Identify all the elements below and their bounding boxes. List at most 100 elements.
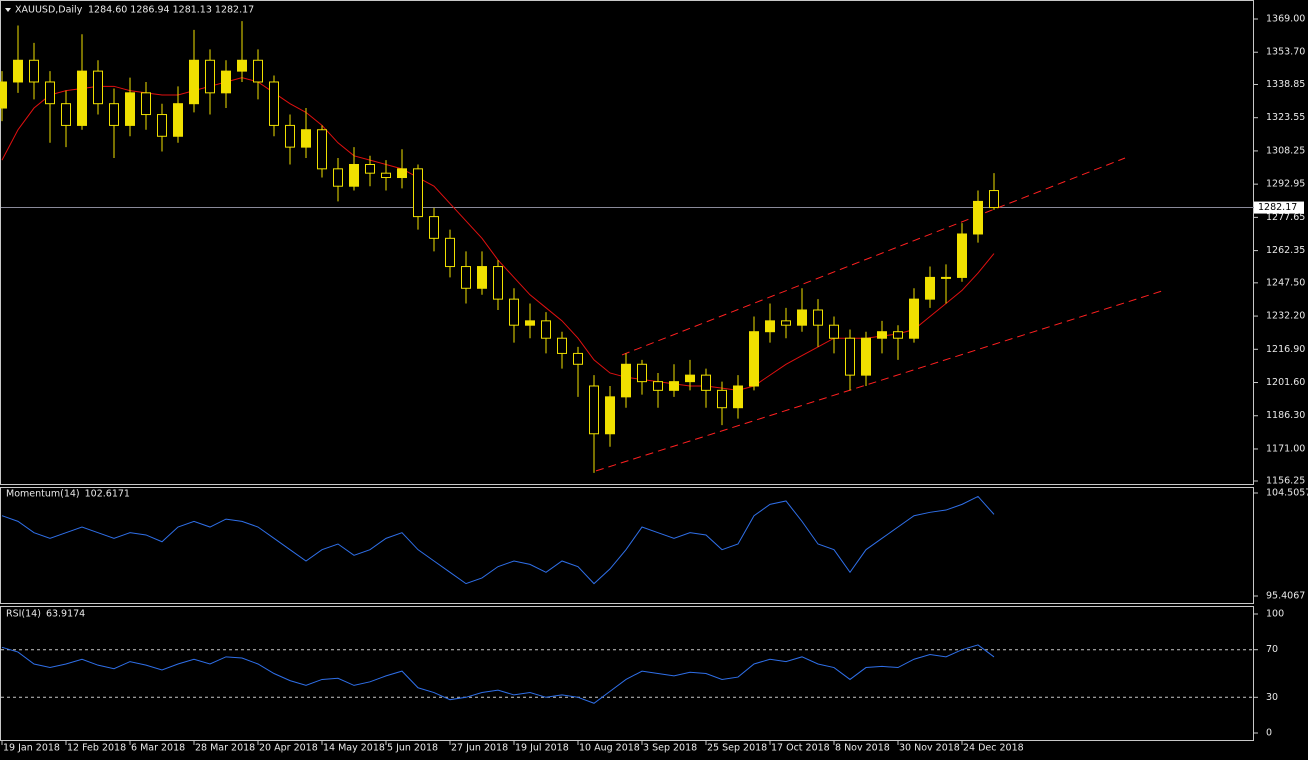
candle-body [813, 309, 823, 326]
candle-body [973, 200, 983, 235]
candle-body [877, 331, 887, 339]
candle-body [413, 168, 423, 218]
candle-body [733, 385, 743, 409]
candle-body [349, 163, 359, 187]
candle-body [109, 103, 119, 126]
candle-body [253, 59, 263, 83]
menu-arrow[interactable] [5, 8, 11, 12]
y-tick-label: 1369.00 [1266, 14, 1305, 25]
candle-body [61, 103, 71, 126]
candle-body [557, 337, 567, 354]
candle-body [925, 276, 935, 300]
candle-body [205, 59, 215, 94]
x-tick-label: 19 Jan 2018 [3, 743, 60, 754]
indicator-value: 63.9174 [46, 609, 85, 620]
candle-body [989, 190, 999, 209]
candle-body [765, 320, 775, 333]
candle-body [701, 374, 711, 391]
candle-body [845, 337, 855, 376]
x-tick-label: 14 May 2018 [323, 743, 385, 754]
candle-body [173, 103, 183, 137]
candle-body [381, 172, 391, 179]
rsi-frame [0, 606, 1254, 741]
y-tick-label: 1232.20 [1266, 311, 1305, 322]
y-tick-label: 1308.25 [1266, 145, 1305, 156]
candle-body [909, 298, 919, 339]
candle-body [333, 168, 343, 187]
candle-body [237, 59, 247, 72]
y-tick-label: 1262.35 [1266, 245, 1305, 256]
candle-body [605, 396, 615, 435]
candle-body [525, 320, 535, 326]
candle-body [77, 70, 87, 126]
candle-body [893, 331, 903, 339]
candle-body [13, 59, 23, 83]
candle-body [45, 81, 55, 105]
y-tick-label: 104.5057 [1266, 488, 1308, 499]
candle-body [93, 70, 103, 105]
x-tick-label: 19 Jul 2018 [515, 743, 569, 754]
x-tick-label: 28 Mar 2018 [195, 743, 255, 754]
x-tick-label: 6 Mar 2018 [131, 743, 185, 754]
candle-body [797, 309, 807, 326]
x-tick-label: 20 Apr 2018 [259, 743, 318, 754]
y-tick-label: 95.4067 [1266, 591, 1305, 602]
candle-body [445, 237, 455, 268]
indicator-line [1, 644, 995, 704]
x-tick-label: 12 Feb 2018 [67, 743, 126, 754]
x-tick-label: 10 Aug 2018 [579, 743, 640, 754]
indicator-line [1, 495, 995, 585]
y-tick-label: 1323.55 [1266, 112, 1305, 123]
y-tick-label: 1247.50 [1266, 277, 1305, 288]
y-tick-label: 1186.30 [1266, 410, 1305, 421]
x-tick-label: 27 Jun 2018 [451, 743, 508, 754]
x-tick-label: 8 Nov 2018 [835, 743, 890, 754]
candle-body [301, 129, 311, 148]
candle-body [125, 92, 135, 126]
candle-body [861, 337, 871, 376]
x-tick-label: 3 Sep 2018 [643, 743, 697, 754]
y-tick-label: 30 [1266, 692, 1278, 703]
candle-body [781, 320, 791, 326]
candle-body [637, 363, 647, 383]
y-tick-label: 70 [1266, 644, 1278, 655]
candle-body [653, 381, 663, 391]
candle-body [669, 381, 679, 391]
candle-body [0, 81, 7, 109]
candle-body [685, 374, 695, 383]
y-tick-label: 1201.60 [1266, 377, 1305, 388]
candle-body [589, 385, 599, 435]
y-tick-label: 100 [1266, 609, 1284, 620]
trend-line [595, 289, 1166, 472]
candle-body [317, 129, 327, 170]
candle-body [189, 59, 199, 105]
candle-body [269, 81, 279, 126]
candle-body [941, 276, 951, 279]
indicator-name: RSI(14) [6, 609, 41, 620]
candle-body [29, 59, 39, 83]
x-tick-label: 25 Sep 2018 [707, 743, 767, 754]
y-tick-label: 1292.95 [1266, 179, 1305, 190]
candle-body [157, 114, 167, 137]
candle-body [957, 233, 967, 278]
y-tick-label: 1277.65 [1266, 212, 1305, 223]
y-tick-label: 1216.90 [1266, 344, 1305, 355]
candle-body [573, 352, 583, 365]
y-tick-label: 1156.25 [1266, 476, 1305, 487]
indicator-value: 102.6171 [85, 489, 130, 500]
candle-body [477, 266, 487, 289]
candle-body [541, 320, 551, 339]
symbol-title: XAUUSD,Daily [15, 5, 83, 16]
candle-body [221, 70, 231, 94]
last-price-label: 1282.17 [1258, 202, 1297, 213]
candle-body [621, 363, 631, 398]
candle-body [749, 331, 759, 387]
y-tick-label: 1338.85 [1266, 79, 1305, 90]
indicator-name: Momentum(14) [6, 489, 80, 500]
candle-body [285, 124, 295, 148]
candle-body [509, 298, 519, 326]
candle-body [493, 266, 503, 300]
candle-body [397, 168, 407, 179]
